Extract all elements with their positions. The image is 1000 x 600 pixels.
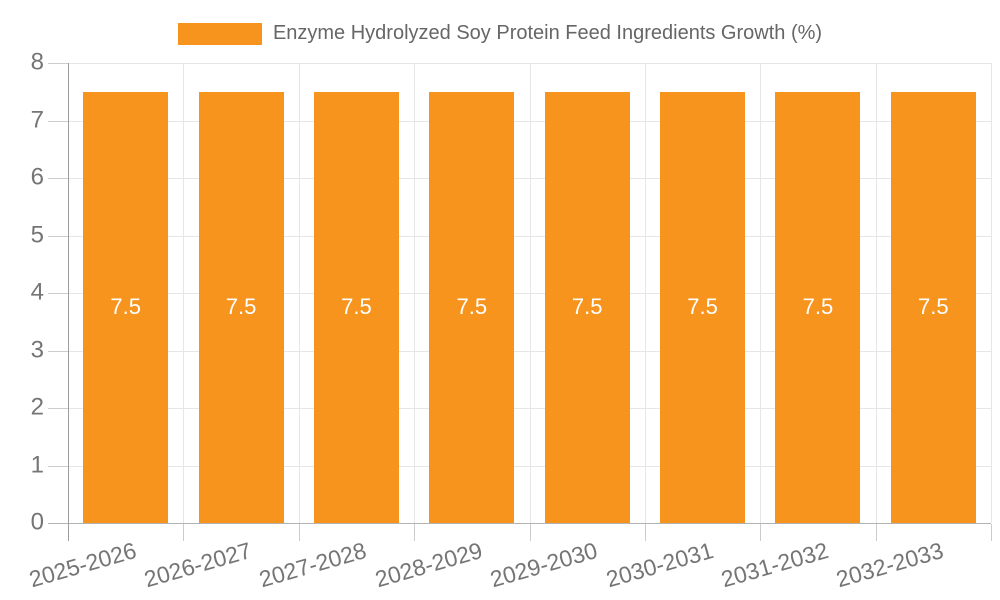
x-axis-tick bbox=[760, 524, 762, 541]
y-axis-label: 7 bbox=[30, 106, 44, 134]
x-axis-tick bbox=[529, 524, 531, 541]
gridline-vertical bbox=[529, 63, 531, 523]
bar-2026-2027[interactable]: 7.5 bbox=[198, 91, 284, 523]
y-axis-label: 2 bbox=[30, 393, 44, 421]
y-axis-label: 6 bbox=[30, 163, 44, 191]
y-axis-tick bbox=[48, 63, 68, 64]
y-axis-tick bbox=[48, 120, 68, 122]
y-axis-label: 0 bbox=[30, 508, 44, 536]
bar-2025-2026[interactable]: 7.5 bbox=[83, 91, 169, 523]
y-axis-label: 1 bbox=[30, 451, 44, 479]
x-axis-label: 2029-2030 bbox=[487, 537, 601, 593]
x-axis-tick bbox=[991, 524, 992, 541]
gridline-vertical bbox=[298, 63, 300, 523]
y-axis-tick bbox=[48, 465, 68, 467]
x-axis-label: 2028-2029 bbox=[372, 537, 485, 593]
gridline-vertical bbox=[760, 63, 762, 523]
bar-value-label: 7.5 bbox=[225, 294, 257, 320]
y-axis-tick bbox=[48, 293, 68, 294]
bar-value-label: 7.5 bbox=[110, 294, 141, 320]
x-axis-label: 2027-2028 bbox=[256, 537, 370, 593]
bar-2030-2031[interactable]: 7.5 bbox=[660, 91, 746, 523]
x-axis-label: 2025-2026 bbox=[25, 537, 139, 593]
bar-value-label: 7.5 bbox=[456, 294, 488, 320]
legend-item[interactable]: Enzyme Hydrolyzed Soy Protein Feed Ingre… bbox=[0, 22, 1000, 45]
x-axis-tick bbox=[414, 524, 416, 541]
x-axis-line bbox=[48, 523, 991, 524]
bar-2032-2033[interactable]: 7.5 bbox=[890, 91, 976, 523]
x-axis-label: 2031-2032 bbox=[718, 537, 832, 593]
y-axis-tick bbox=[48, 408, 68, 409]
bar-value-label: 7.5 bbox=[802, 294, 834, 320]
y-axis-label: 4 bbox=[30, 278, 44, 306]
x-axis-tick bbox=[644, 524, 646, 541]
gridline-vertical bbox=[183, 63, 185, 523]
y-axis-tick bbox=[48, 235, 68, 237]
gridline-vertical bbox=[991, 63, 992, 523]
y-axis-line bbox=[68, 63, 69, 541]
bar-2031-2032[interactable]: 7.5 bbox=[775, 91, 861, 523]
y-axis-label: 5 bbox=[30, 221, 44, 249]
x-axis-label: 2032-2033 bbox=[833, 537, 947, 593]
y-axis-tick bbox=[48, 178, 68, 179]
bar-value-label: 7.5 bbox=[341, 294, 372, 320]
bar-value-label: 7.5 bbox=[571, 294, 603, 320]
bar-2029-2030[interactable]: 7.5 bbox=[544, 91, 630, 523]
gridline-vertical bbox=[644, 63, 646, 523]
x-axis-tick bbox=[183, 524, 185, 541]
bar-value-label: 7.5 bbox=[918, 294, 949, 320]
y-axis-tick bbox=[48, 350, 68, 352]
legend-label: Enzyme Hydrolyzed Soy Protein Feed Ingre… bbox=[272, 22, 823, 44]
x-axis-label: 2026-2027 bbox=[141, 537, 255, 593]
x-axis-tick bbox=[298, 524, 300, 541]
gridline-vertical bbox=[414, 63, 416, 523]
y-axis-label: 3 bbox=[30, 336, 44, 364]
x-axis-tick bbox=[875, 524, 877, 541]
bar-value-label: 7.5 bbox=[687, 294, 718, 320]
y-axis-label: 8 bbox=[30, 48, 44, 76]
bar-2027-2028[interactable]: 7.5 bbox=[313, 91, 399, 523]
legend-swatch bbox=[177, 22, 262, 45]
bar-2028-2029[interactable]: 7.5 bbox=[429, 91, 515, 523]
x-axis-label: 2030-2031 bbox=[602, 537, 716, 593]
gridline-vertical bbox=[875, 63, 877, 523]
